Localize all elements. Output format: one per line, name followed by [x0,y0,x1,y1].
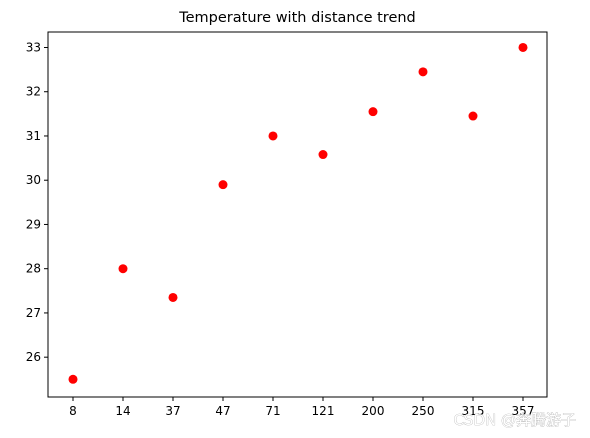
x-tick-label: 200 [362,404,385,418]
plot-frame [47,31,548,398]
y-tick-label: 27 [26,306,41,320]
x-tick-label: 121 [312,404,335,418]
y-tick-label: 33 [26,40,41,54]
y-axis: 26 27 28 29 30 31 32 33 [26,40,48,364]
y-tick-label: 31 [26,129,41,143]
scatter-point [68,374,78,384]
watermark: CSDN @奔腾游子 [453,411,576,429]
scatter-point [418,67,428,77]
y-tick-label: 32 [26,85,41,99]
x-tick-label: 47 [215,404,230,418]
y-tick-label: 26 [26,350,41,364]
chart-title: Temperature with distance trend [178,10,416,26]
y-tick-label: 28 [26,262,41,276]
x-axis: 8 14 37 47 71 121 200 250 315 357 [69,397,534,418]
x-tick-label: 14 [115,404,130,418]
scatter-points [68,42,528,384]
scatter-point [468,111,478,121]
scatter-point [118,264,128,274]
x-tick-label: 37 [165,404,180,418]
scatter-point [368,107,378,117]
scatter-point [518,42,528,52]
scatter-point [168,292,178,302]
y-tick-label: 30 [26,173,41,187]
plot-area [48,32,547,397]
scatter-point [218,180,228,190]
x-tick-label: 8 [69,404,77,418]
x-tick-label: 250 [412,404,435,418]
scatter-point [318,150,328,160]
x-tick-label: 71 [265,404,280,418]
y-tick-label: 29 [26,217,41,231]
x-tick-label: 315 [462,404,485,418]
x-tick-label: 357 [512,404,535,418]
scatter-point [268,131,278,141]
